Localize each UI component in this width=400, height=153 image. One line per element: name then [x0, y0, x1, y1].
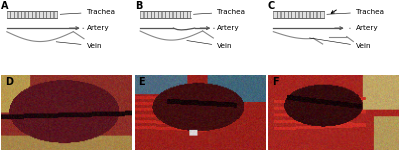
Text: C: C — [268, 1, 275, 11]
Text: F: F — [272, 77, 278, 87]
Bar — [310, 11, 313, 18]
Bar — [28, 11, 32, 18]
Text: D: D — [5, 77, 13, 87]
Text: Artery: Artery — [83, 25, 109, 31]
Bar — [292, 11, 295, 18]
Bar — [14, 11, 17, 18]
Bar — [25, 11, 28, 18]
Bar — [317, 11, 320, 18]
Bar — [169, 11, 172, 18]
Bar — [39, 11, 42, 18]
Bar — [172, 11, 176, 18]
Text: Vein: Vein — [187, 41, 233, 49]
Text: Trachea: Trachea — [194, 9, 245, 15]
Text: Trachea: Trachea — [327, 9, 384, 15]
Bar — [147, 11, 150, 18]
Bar — [46, 11, 50, 18]
Bar — [7, 11, 10, 18]
Bar — [32, 11, 35, 18]
Bar — [273, 11, 277, 18]
Bar — [158, 11, 162, 18]
Bar — [151, 11, 154, 18]
Text: E: E — [138, 77, 145, 87]
Bar — [180, 11, 183, 18]
Bar — [284, 11, 288, 18]
Text: B: B — [135, 1, 142, 11]
Bar — [50, 11, 54, 18]
Text: Artery: Artery — [213, 25, 240, 31]
Bar — [187, 11, 190, 18]
Bar — [299, 11, 302, 18]
Bar — [21, 11, 24, 18]
Text: Trachea: Trachea — [60, 9, 115, 15]
Text: Vein: Vein — [56, 42, 102, 49]
Bar — [302, 11, 306, 18]
Bar — [295, 11, 298, 18]
Bar — [18, 11, 21, 18]
Text: Vein: Vein — [310, 38, 372, 49]
Bar — [184, 11, 187, 18]
Text: A: A — [1, 1, 9, 11]
Bar — [154, 11, 158, 18]
Bar — [140, 11, 143, 18]
Bar — [313, 11, 316, 18]
Bar — [306, 11, 309, 18]
Bar — [280, 11, 284, 18]
Text: Artery: Artery — [350, 25, 379, 31]
Bar — [176, 11, 180, 18]
Bar — [165, 11, 169, 18]
Bar — [36, 11, 39, 18]
Bar — [277, 11, 280, 18]
Bar — [288, 11, 291, 18]
Bar — [144, 11, 147, 18]
Bar — [43, 11, 46, 18]
Bar — [162, 11, 165, 18]
Bar — [10, 11, 14, 18]
Bar — [54, 11, 57, 18]
Bar — [320, 11, 324, 18]
